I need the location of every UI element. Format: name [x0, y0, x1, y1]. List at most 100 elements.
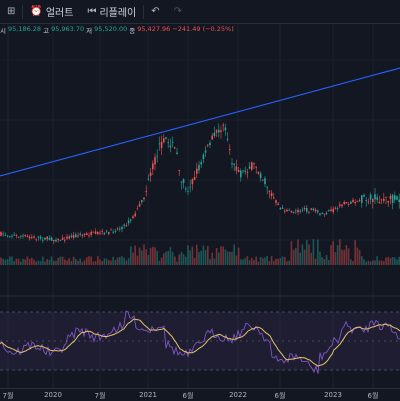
volume-bar	[60, 256, 62, 265]
volume-bar	[35, 262, 37, 265]
volume-bar	[108, 260, 110, 265]
volume-bar	[31, 258, 33, 265]
candle-body	[148, 179, 150, 180]
volume-bar	[216, 248, 218, 265]
candle-body	[229, 149, 231, 150]
candle-body	[143, 198, 145, 199]
volume-bar	[194, 258, 196, 265]
candle-body	[277, 204, 279, 205]
candle-body	[176, 153, 178, 154]
volume-bar	[101, 261, 103, 265]
volume-bar	[359, 250, 361, 265]
volume-bar	[159, 261, 161, 265]
candle-body	[238, 170, 240, 172]
candle-body	[134, 214, 136, 217]
candle-body	[75, 234, 77, 237]
volume-bar	[198, 252, 200, 265]
candle-body	[236, 167, 238, 171]
volume-bar	[189, 250, 191, 265]
volume-bar	[304, 250, 306, 265]
candle-body	[42, 240, 44, 241]
volume-bar	[141, 251, 143, 265]
candle-body	[123, 225, 125, 226]
volume-bar	[183, 254, 185, 265]
volume-bar	[321, 257, 323, 265]
candle-body	[383, 199, 385, 201]
volume-bar	[73, 257, 75, 265]
candle-body	[363, 195, 365, 197]
volume-bar	[112, 257, 114, 265]
price-chart[interactable]	[0, 0, 400, 388]
volume-bar	[121, 256, 123, 265]
volume-bar	[93, 261, 95, 265]
volume-bar	[390, 258, 392, 265]
volume-bar	[299, 253, 301, 265]
volume-bar	[82, 262, 84, 265]
volume-bar	[181, 252, 183, 265]
volume-bar	[249, 260, 251, 265]
candle-body	[249, 167, 251, 169]
candle-body	[159, 144, 161, 145]
volume-bar	[326, 255, 328, 265]
candle-body	[161, 142, 163, 148]
candle-body	[284, 211, 286, 212]
time-label: 2020	[44, 391, 62, 399]
volume-bar	[273, 261, 275, 265]
volume-bar	[5, 260, 7, 265]
volume-bar	[387, 257, 389, 265]
candle-body	[379, 202, 381, 203]
volume-bar	[258, 262, 260, 265]
volume-bar	[324, 259, 326, 265]
candle-body	[372, 199, 374, 202]
candle-body	[73, 235, 75, 238]
candle-body	[194, 177, 196, 180]
candle-body	[38, 236, 40, 237]
candle-body	[343, 202, 345, 204]
candle-body	[55, 240, 57, 242]
volume-bar	[90, 257, 92, 265]
trend-line[interactable]	[0, 68, 400, 176]
volume-bar	[163, 253, 165, 265]
candle-body	[216, 130, 218, 132]
volume-bar	[293, 250, 295, 265]
candle-body	[385, 197, 387, 198]
candle-body	[209, 143, 211, 145]
candle-body	[299, 211, 301, 212]
candle-body	[128, 220, 130, 223]
volume-bar	[302, 244, 304, 265]
candle-body	[227, 139, 229, 140]
volume-bar	[240, 259, 242, 265]
candle-body	[108, 232, 110, 234]
candle-body	[282, 208, 284, 209]
candle-body	[95, 231, 97, 233]
time-axis[interactable]: 7월 2020 7월 2021 6월 2022 6월 2023 6월	[0, 388, 400, 401]
candle-body	[319, 213, 321, 214]
volume-bar	[75, 259, 77, 265]
volume-bar	[174, 257, 176, 265]
volume-bar	[68, 258, 70, 265]
candle-body	[313, 209, 315, 211]
volume-bar	[211, 253, 213, 265]
volume-bar	[244, 258, 246, 265]
candle-body	[359, 200, 361, 201]
candle-body	[266, 187, 268, 188]
candle-body	[9, 236, 11, 237]
volume-bar	[357, 248, 359, 265]
candle-body	[233, 164, 235, 165]
candle-body	[198, 165, 200, 170]
candle-body	[396, 196, 398, 199]
candle-body	[368, 202, 370, 203]
candle-body	[104, 233, 106, 235]
volume-bar	[22, 259, 24, 265]
volume-bar	[130, 246, 132, 265]
candle-body	[352, 200, 354, 202]
candle-body	[242, 170, 244, 171]
volume-bar	[209, 259, 211, 265]
candle-body	[13, 235, 15, 236]
candle-body	[200, 162, 202, 164]
volume-bar	[247, 256, 249, 265]
ohlc-legend: 시 95,186.28 고 95,963.70 저 95,520.00 종 95…	[0, 25, 234, 37]
volume-bar	[0, 258, 2, 265]
volume-bar	[13, 261, 15, 265]
volume-bar	[187, 245, 189, 265]
